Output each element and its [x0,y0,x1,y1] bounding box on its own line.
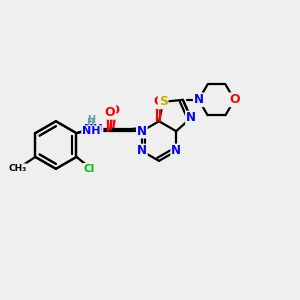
Text: CH₃: CH₃ [8,164,27,173]
Text: N: N [171,145,181,158]
Text: O: O [229,93,240,106]
Text: NH: NH [82,126,100,136]
Text: S: S [159,95,168,108]
Text: H: H [87,115,95,125]
Text: N: N [186,111,196,124]
Text: Cl: Cl [84,164,95,174]
Text: N: N [194,93,204,106]
Text: O: O [105,106,116,119]
Text: N: N [137,145,147,158]
Text: H: H [86,118,94,127]
Text: O: O [109,104,119,117]
Text: N: N [137,125,147,138]
Text: Cl: Cl [84,164,95,174]
Text: CH₃: CH₃ [8,164,27,173]
Text: NH: NH [84,124,103,134]
Text: O: O [154,95,164,108]
